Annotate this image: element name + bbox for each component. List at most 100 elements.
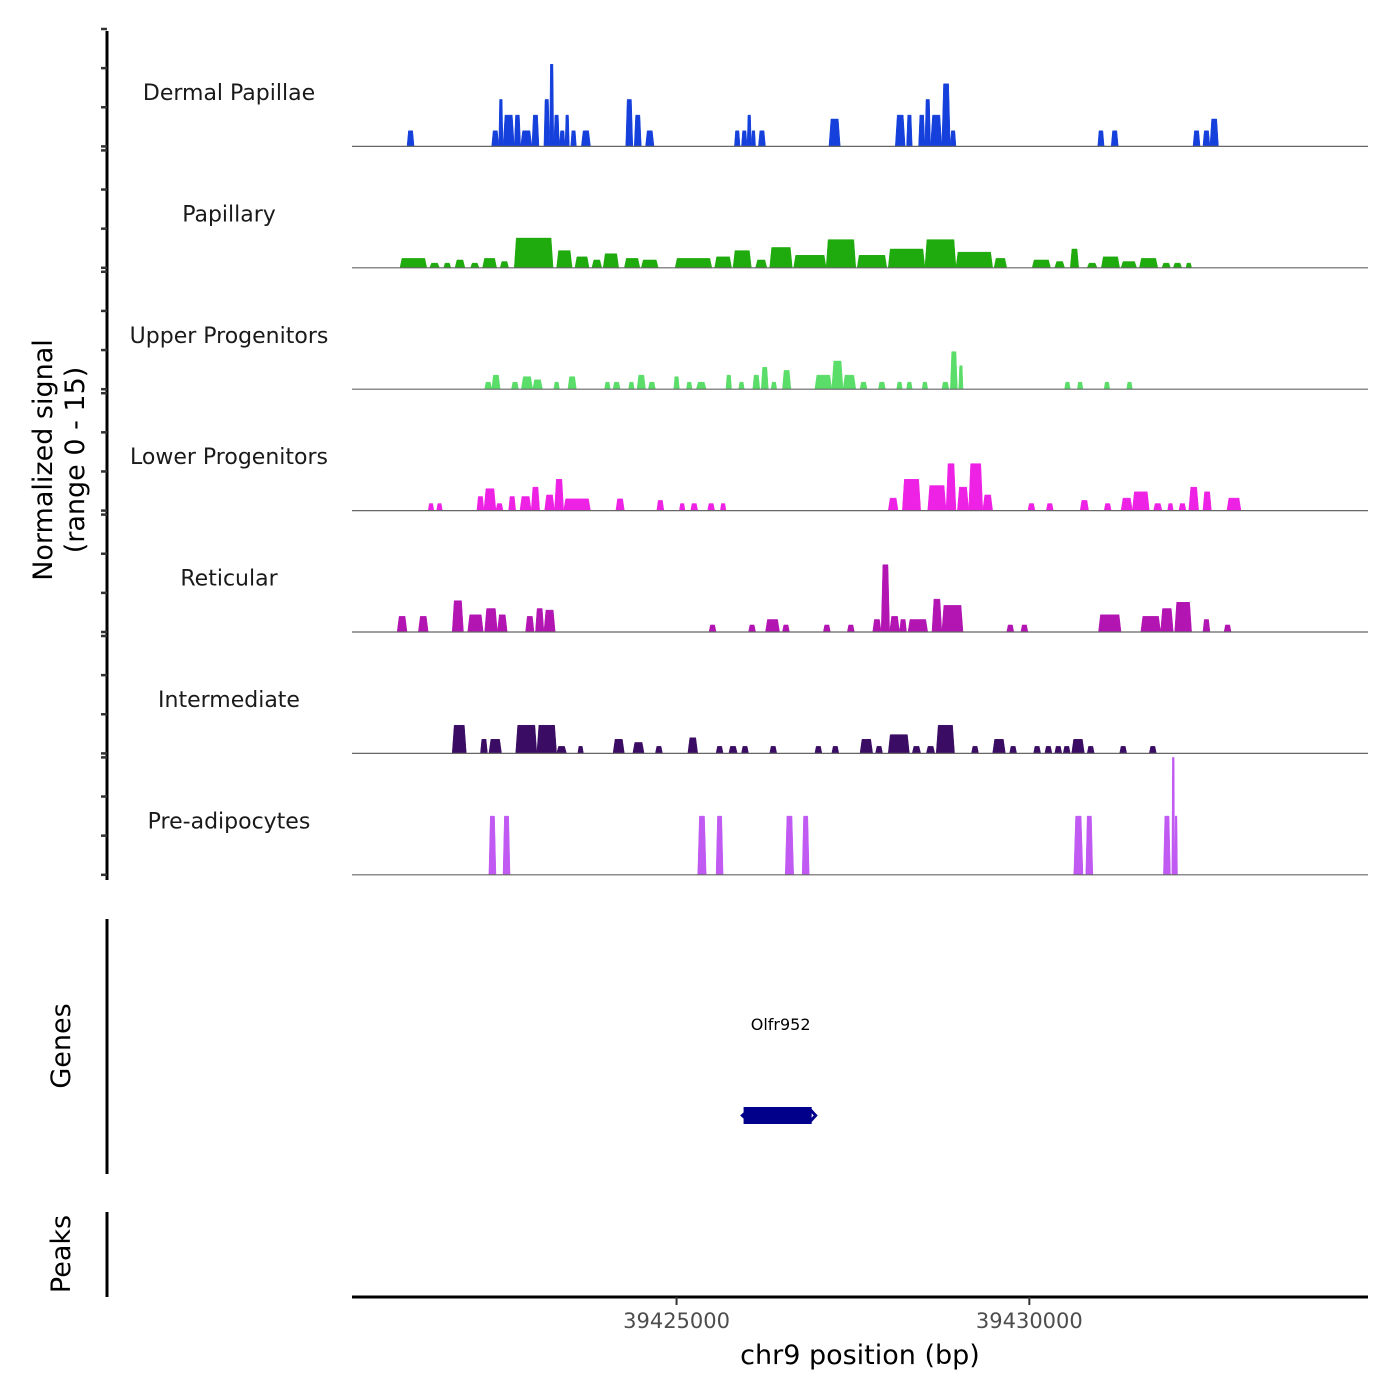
coverage-peak — [406, 130, 415, 147]
coverage-peak — [640, 259, 659, 269]
coverage-peak — [782, 624, 790, 633]
coverage-peak — [748, 624, 756, 633]
coverage-peak — [872, 619, 882, 633]
coverage-peak — [697, 815, 707, 876]
coverage-peak — [686, 381, 693, 390]
coverage-peak — [1119, 746, 1128, 754]
y-axis-title: Normalized signal (range 0 - 15) — [28, 339, 91, 581]
coverage-track — [352, 463, 1368, 512]
coverage-peak — [793, 255, 827, 269]
coverage-peak — [454, 259, 466, 269]
coverage-peak — [859, 381, 868, 390]
coverage-peak — [502, 114, 515, 147]
coverage-peak — [679, 503, 686, 511]
coverage-peak — [875, 746, 883, 754]
coverage-peak — [1101, 256, 1120, 269]
y-axis-title-line-2: (range 0 - 15) — [60, 367, 91, 554]
coverage-peak — [553, 114, 560, 147]
coverage-peak — [741, 130, 748, 147]
coverage-peak — [514, 114, 521, 147]
track-label: Intermediate — [158, 688, 300, 713]
coverage-peak — [732, 250, 752, 269]
coverage-peak — [1188, 486, 1199, 511]
coverage-peak — [673, 376, 680, 390]
coverage-peak — [770, 381, 778, 390]
coverage-peak — [769, 746, 778, 754]
coverage-peak — [957, 486, 969, 511]
coverage-peak — [1006, 624, 1015, 633]
coverage-peak — [728, 746, 738, 754]
coverage-peak — [725, 374, 732, 390]
coverage-y-ticks — [101, 27, 107, 877]
coverage-peak — [484, 381, 493, 390]
coverage-peak — [715, 815, 724, 876]
coverage-peak — [831, 746, 840, 754]
coverage-peak — [519, 496, 532, 511]
coverage-peak — [924, 239, 957, 269]
coverage-peak — [1054, 746, 1063, 754]
coverage-peak — [556, 746, 567, 754]
track-label: Lower Progenitors — [130, 445, 328, 470]
coverage-peak — [1185, 262, 1192, 269]
coverage-peak — [896, 381, 903, 390]
coverage-peak — [1064, 381, 1071, 390]
coverage-peak — [495, 503, 504, 511]
coverage-peak — [470, 262, 480, 269]
coverage-peak — [674, 258, 713, 269]
coverage-peak — [1172, 262, 1183, 269]
coverage-peak — [859, 739, 873, 754]
gene-label: Olfr952 — [751, 1015, 811, 1034]
coverage-peak — [758, 130, 766, 147]
coverage-peak — [1171, 757, 1175, 876]
coverage-peak — [636, 374, 646, 390]
coverage-peak — [707, 503, 715, 511]
coverage-peak — [488, 815, 497, 876]
coverage-peak — [968, 463, 984, 511]
coverage-peak — [941, 605, 964, 633]
coverage-peak — [993, 258, 1008, 269]
coverage-peak — [958, 365, 964, 390]
coverage-peak — [520, 130, 533, 147]
coverage-peak — [1031, 259, 1051, 269]
track-label: Papillary — [182, 202, 276, 227]
coverage-peak — [752, 374, 761, 390]
coverage-peak — [746, 114, 752, 147]
coverage-peak — [531, 114, 540, 147]
coverage-peak — [714, 256, 732, 269]
coverage-peak — [656, 500, 665, 511]
coverage-peak — [955, 251, 993, 269]
coverage-peak — [887, 497, 899, 511]
coverage-peak — [632, 742, 645, 754]
coverage-peak — [1110, 130, 1119, 147]
coverage-peak — [734, 130, 741, 147]
coverage-peak — [556, 250, 573, 269]
coverage-peak — [480, 739, 488, 754]
coverage-peak — [1202, 130, 1211, 147]
coverage-peak — [1223, 624, 1232, 633]
coverage-peak — [695, 381, 707, 390]
coverage-peak — [1086, 262, 1098, 269]
coverage-peak — [553, 381, 560, 390]
coverage-peak — [935, 724, 955, 754]
coverage-track — [352, 63, 1368, 147]
x-tick-label: 39425000 — [623, 1309, 730, 1333]
coverage-peak — [645, 130, 655, 147]
coverage-peak — [1027, 503, 1036, 511]
coverage-peak — [751, 130, 756, 147]
coverage-peak — [814, 374, 833, 390]
coverage-peak — [1033, 746, 1041, 754]
coverage-peak — [1045, 503, 1054, 511]
coverage-peak — [467, 614, 484, 633]
coverage-peak — [878, 381, 886, 390]
coverage-peak — [502, 815, 511, 876]
coverage-peak — [720, 503, 727, 511]
coverage-peak — [760, 367, 769, 390]
coverage-peak — [451, 724, 467, 754]
coverage-peak — [708, 624, 717, 633]
coverage-peak — [515, 724, 538, 754]
coverage-peak — [1192, 130, 1201, 147]
coverage-peak — [484, 608, 498, 633]
coverage-peak — [1153, 503, 1163, 511]
coverage-peak — [950, 130, 957, 147]
coverage-peak — [514, 237, 554, 269]
